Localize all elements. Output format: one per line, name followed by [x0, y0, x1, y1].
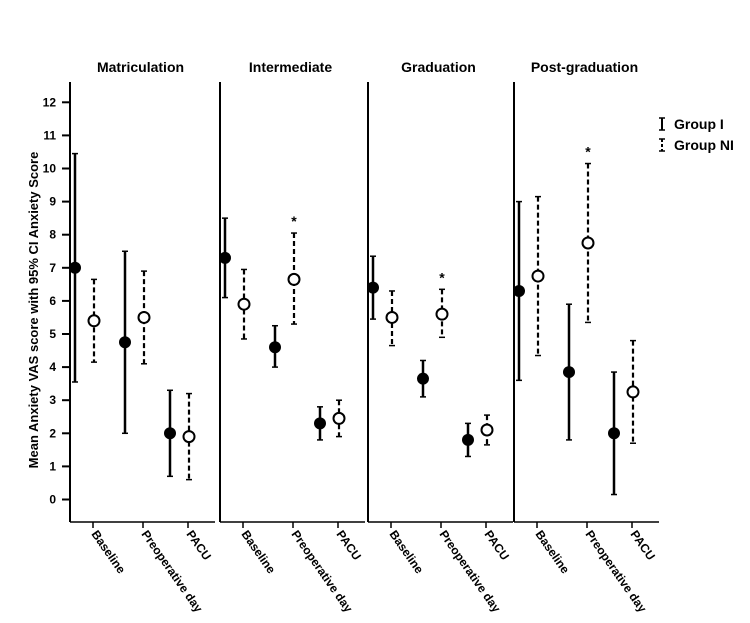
mean-point-group-ni — [385, 310, 399, 324]
y-tick-label: 10 — [43, 162, 57, 176]
mean-point-group-i — [417, 372, 429, 385]
y-tick-label: 2 — [49, 426, 56, 440]
mean-point-group-ni — [87, 314, 101, 328]
mean-point-group-ni — [182, 430, 196, 444]
legend: Group I Group NI — [659, 116, 734, 153]
y-axis-label: Mean Anxiety VAS score with 95% CI Anxie… — [26, 152, 41, 469]
y-tick-label: 11 — [43, 128, 56, 142]
x-tick-label: Baseline — [387, 528, 427, 577]
mean-point-group-i — [563, 366, 575, 379]
x-tick-label: PACU — [334, 528, 364, 563]
mean-point-group-i — [269, 341, 281, 354]
y-tick-label: 8 — [49, 228, 56, 242]
mean-point-group-i — [314, 417, 326, 430]
y-tick-label: 7 — [49, 261, 56, 275]
x-tick-label: PACU — [628, 528, 658, 563]
mean-point-group-ni — [626, 385, 640, 399]
y-tick-label: 4 — [49, 360, 56, 374]
significance-star: * — [585, 144, 591, 160]
panel-title: Matriculation — [97, 59, 184, 75]
x-tick-label: Baseline — [533, 528, 573, 577]
mean-point-group-ni — [332, 411, 346, 425]
x-tick-label: PACU — [184, 528, 214, 563]
marks-layer: * * * — [69, 144, 640, 496]
y-tick-label: 6 — [49, 294, 56, 308]
y-tick-label: 9 — [49, 195, 56, 209]
mean-point-group-ni — [237, 297, 251, 311]
significance-star: * — [291, 213, 297, 229]
panel-title: Intermediate — [249, 59, 332, 75]
y-tick-label: 5 — [49, 327, 56, 341]
y-tick-label: 3 — [49, 393, 56, 407]
mean-point-group-ni — [435, 307, 449, 321]
panel-title: Graduation — [401, 59, 476, 75]
x-tick-label: PACU — [482, 528, 512, 563]
mean-point-group-ni — [581, 236, 595, 250]
mean-point-group-i — [164, 427, 176, 440]
y-tick-label: 0 — [49, 493, 56, 507]
mean-point-group-i — [69, 261, 81, 274]
x-tick-label: Baseline — [89, 528, 129, 577]
mean-point-group-ni — [287, 272, 301, 286]
legend-label: Group I — [674, 116, 724, 132]
mean-point-group-i — [119, 336, 131, 349]
mean-point-group-ni — [480, 423, 494, 437]
panel-title: Post-graduation — [531, 59, 638, 75]
mean-point-group-ni — [137, 310, 151, 324]
y-tick-label: 1 — [49, 459, 56, 473]
legend-label: Group NI — [674, 137, 734, 153]
mean-point-group-i — [513, 284, 525, 297]
y-tick-label: 12 — [43, 95, 57, 109]
mean-point-group-i — [462, 433, 474, 446]
significance-star: * — [439, 269, 445, 285]
mean-point-group-i — [219, 251, 231, 264]
x-tick-label: Baseline — [239, 528, 279, 577]
mean-point-group-i — [367, 281, 379, 294]
mean-point-group-i — [608, 427, 620, 440]
mean-point-group-ni — [531, 269, 545, 283]
